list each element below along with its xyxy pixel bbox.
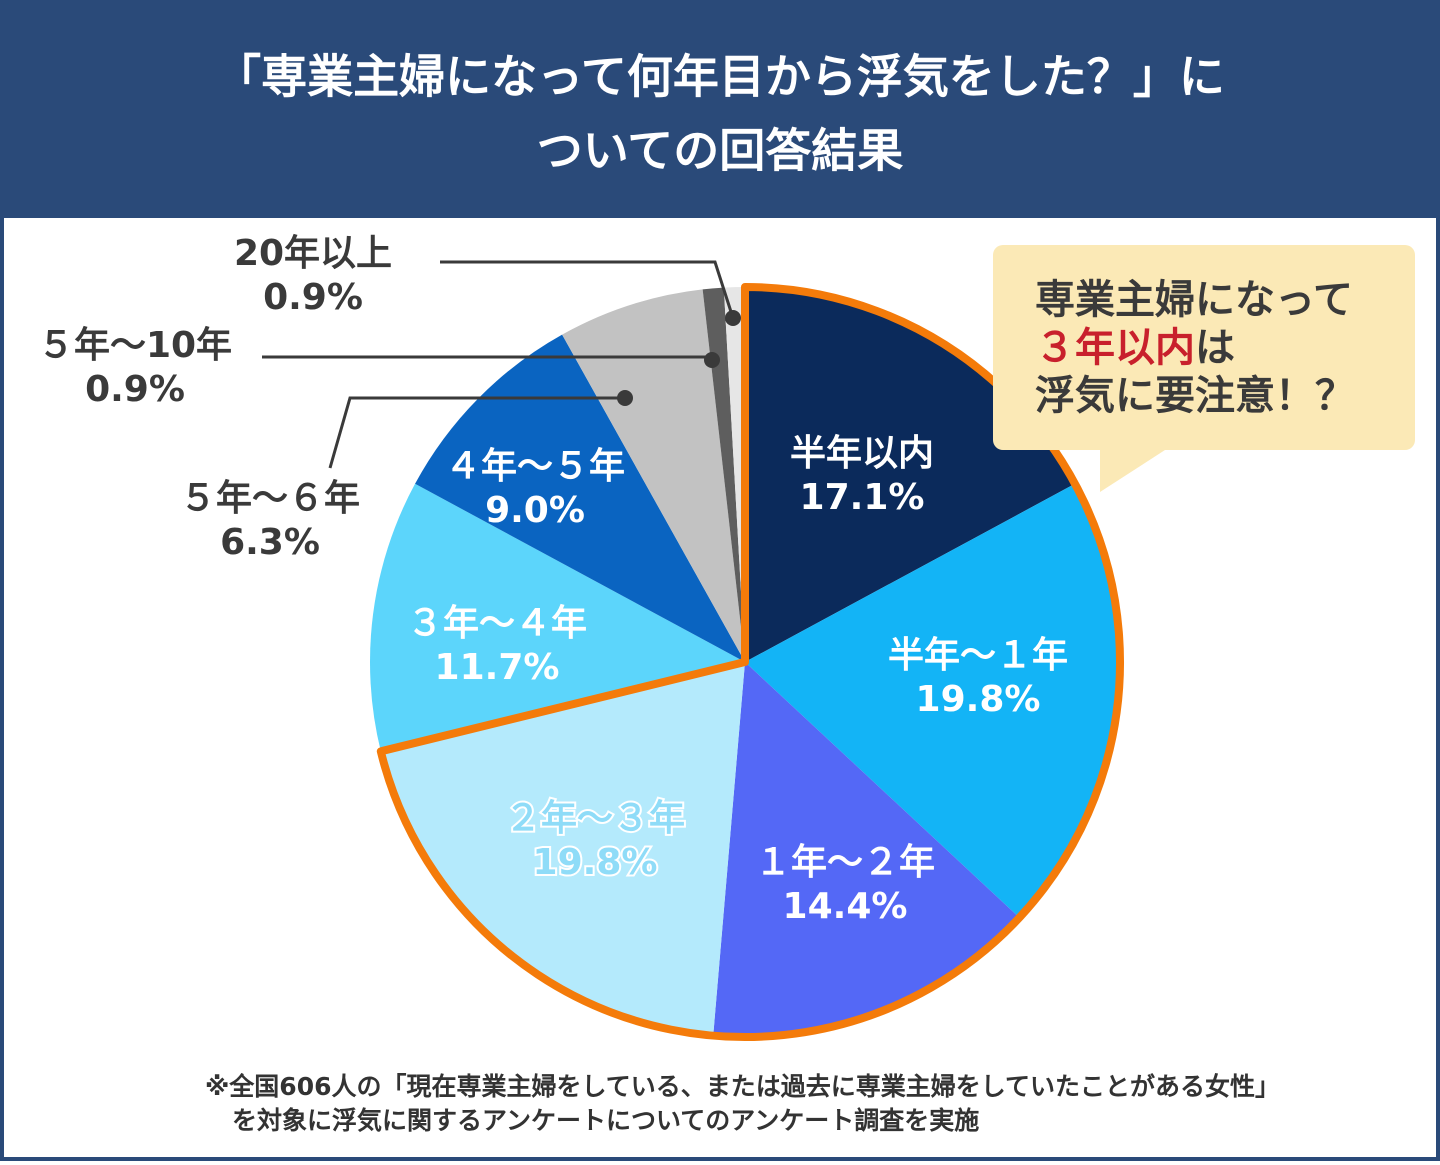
leader-line (440, 260, 735, 319)
slice-label: 20年以上 (234, 233, 392, 274)
pie (370, 283, 1124, 1041)
callout-box (993, 245, 1415, 492)
callout-text: ３年以内は (1035, 325, 1235, 371)
leader-dot (725, 310, 741, 326)
slice-label: 半年以内 (790, 433, 934, 474)
highlight-outline (376, 283, 1124, 1041)
value-label: 17.1% (800, 477, 925, 518)
slice-label: 半年〜１年 (888, 635, 1068, 676)
value-label: 9.0% (485, 490, 585, 531)
value-label: 0.9% (263, 277, 363, 318)
value-label: 6.3% (220, 522, 320, 563)
slice-label: １年〜２年 (755, 842, 935, 883)
chart-title: ついての回答結果 (537, 124, 904, 178)
callout-text: 専業主婦になって (1035, 277, 1353, 323)
slice-label: ５年〜10年 (38, 325, 232, 366)
value-label: 19.8% (533, 842, 658, 883)
slice-label: ５年〜６年 (180, 478, 360, 519)
leader-dot (704, 352, 720, 368)
footnote: ※全国606人の「現在専業主婦をしている、または過去に専業主婦をしていたことがあ… (205, 1072, 1280, 1101)
pie-slice (745, 483, 1120, 918)
value-label: 19.8% (916, 679, 1041, 720)
slice-label: ３年〜４年 (407, 603, 587, 644)
value-label: 0.9% (85, 369, 185, 410)
slice-label: ２年〜３年 (505, 798, 685, 839)
pie-slice (415, 334, 745, 662)
chart-title: 「専業主婦になって何年目から浮気をした？」に (215, 50, 1225, 104)
slice-label: ４年〜５年 (445, 446, 625, 487)
pie-slice (380, 662, 745, 1036)
pie-slice (562, 289, 745, 662)
leader-line (328, 396, 625, 469)
value-label: 14.4% (783, 886, 908, 927)
value-label: 11.7% (435, 647, 560, 688)
pie-slice (702, 287, 745, 662)
pie-slice (713, 662, 1020, 1037)
callout-text: 浮気に要注意！？ (1035, 373, 1355, 419)
footnote: を対象に浮気に関するアンケートについてのアンケート調査を実施 (232, 1106, 979, 1135)
callout-highlight: ３年以内 (1035, 325, 1195, 371)
leader-dot (617, 390, 633, 406)
callout-text: は (1195, 325, 1235, 371)
pie-slice (723, 287, 745, 662)
